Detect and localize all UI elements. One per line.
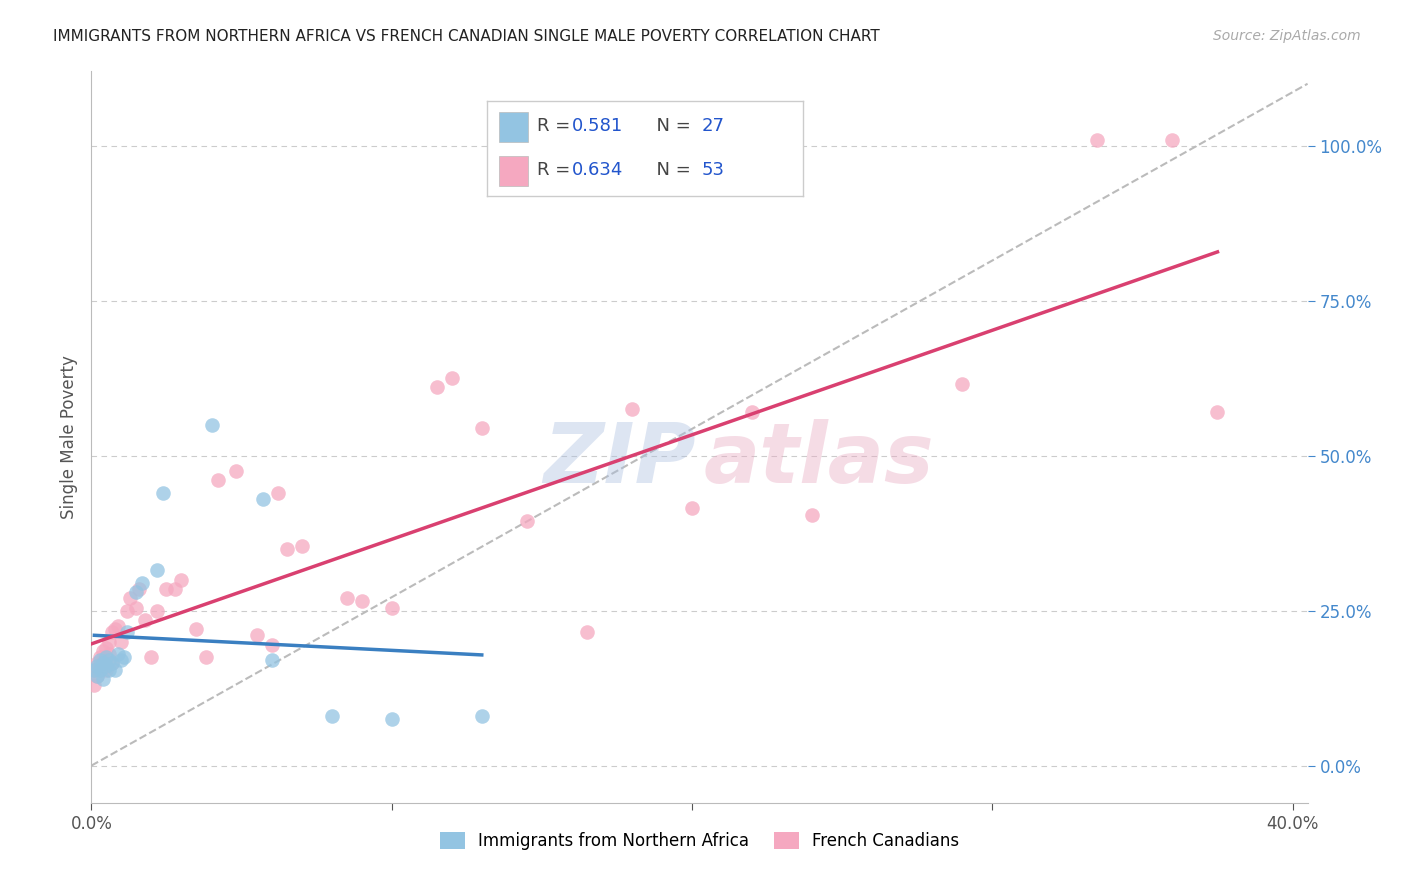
Point [131,575,153,590]
Point [155,582,177,596]
Point [440,371,463,385]
Point [141,650,163,665]
Point [276,541,298,556]
Point [801,508,824,522]
Point [93,657,115,671]
Point [350,594,373,608]
Point [165,582,187,596]
Point [89,663,111,677]
Point [620,402,643,417]
Point [125,600,148,615]
Point [516,514,538,528]
Y-axis label: Single Male Poverty: Single Male Poverty [59,355,77,519]
Point [207,474,229,488]
Point [86,669,108,683]
Point [950,377,973,392]
Point [83,663,105,677]
Point [96,663,118,677]
Point [107,647,129,661]
Point [117,604,139,618]
Point [471,421,494,435]
Point [98,663,121,677]
Point [260,638,283,652]
Point [152,486,174,500]
Point [93,644,115,658]
Text: Source: ZipAtlas.com: Source: ZipAtlas.com [1213,29,1361,44]
Point [101,625,124,640]
Legend: Immigrants from Northern Africa, French Canadians: Immigrants from Northern Africa, French … [433,825,966,856]
Point [98,647,121,661]
Point [98,653,121,667]
Point [200,417,222,432]
Point [245,628,267,642]
Point [146,604,169,618]
Point [89,650,111,665]
Point [125,585,148,599]
Text: IMMIGRANTS FROM NORTHERN AFRICA VS FRENCH CANADIAN SINGLE MALE POVERTY CORRELATI: IMMIGRANTS FROM NORTHERN AFRICA VS FRENC… [53,29,880,45]
Point [575,625,598,640]
Point [110,634,132,648]
Point [107,619,129,633]
Point [89,653,111,667]
Point [381,600,404,615]
Point [86,659,108,673]
Point [1161,132,1184,146]
Point [225,464,247,478]
Point [86,669,108,683]
Point [134,613,156,627]
Point [681,501,703,516]
Point [120,591,142,606]
Point [96,659,118,673]
Point [83,678,105,692]
Text: atlas: atlas [703,418,934,500]
Point [96,659,118,673]
Point [104,622,127,636]
Point [89,663,111,677]
Point [101,657,124,671]
Point [741,405,763,419]
Point [426,380,449,394]
Point [321,709,343,723]
Point [336,591,359,606]
Point [266,486,288,500]
Point [101,657,124,671]
Point [96,640,118,655]
Point [260,653,283,667]
Point [1206,405,1229,419]
Point [146,563,169,577]
Point [112,650,135,665]
Point [104,663,127,677]
Point [93,657,115,671]
Point [98,634,121,648]
Point [110,653,132,667]
Point [186,622,208,636]
Point [96,650,118,665]
Point [471,709,494,723]
Point [291,539,314,553]
Point [86,657,108,671]
Point [83,663,105,677]
Point [381,712,404,726]
Point [194,650,217,665]
Point [128,582,150,596]
Point [170,573,193,587]
Point [117,625,139,640]
Text: ZIP: ZIP [543,418,696,500]
Point [1085,132,1108,146]
Point [252,491,274,506]
Point [93,672,115,686]
